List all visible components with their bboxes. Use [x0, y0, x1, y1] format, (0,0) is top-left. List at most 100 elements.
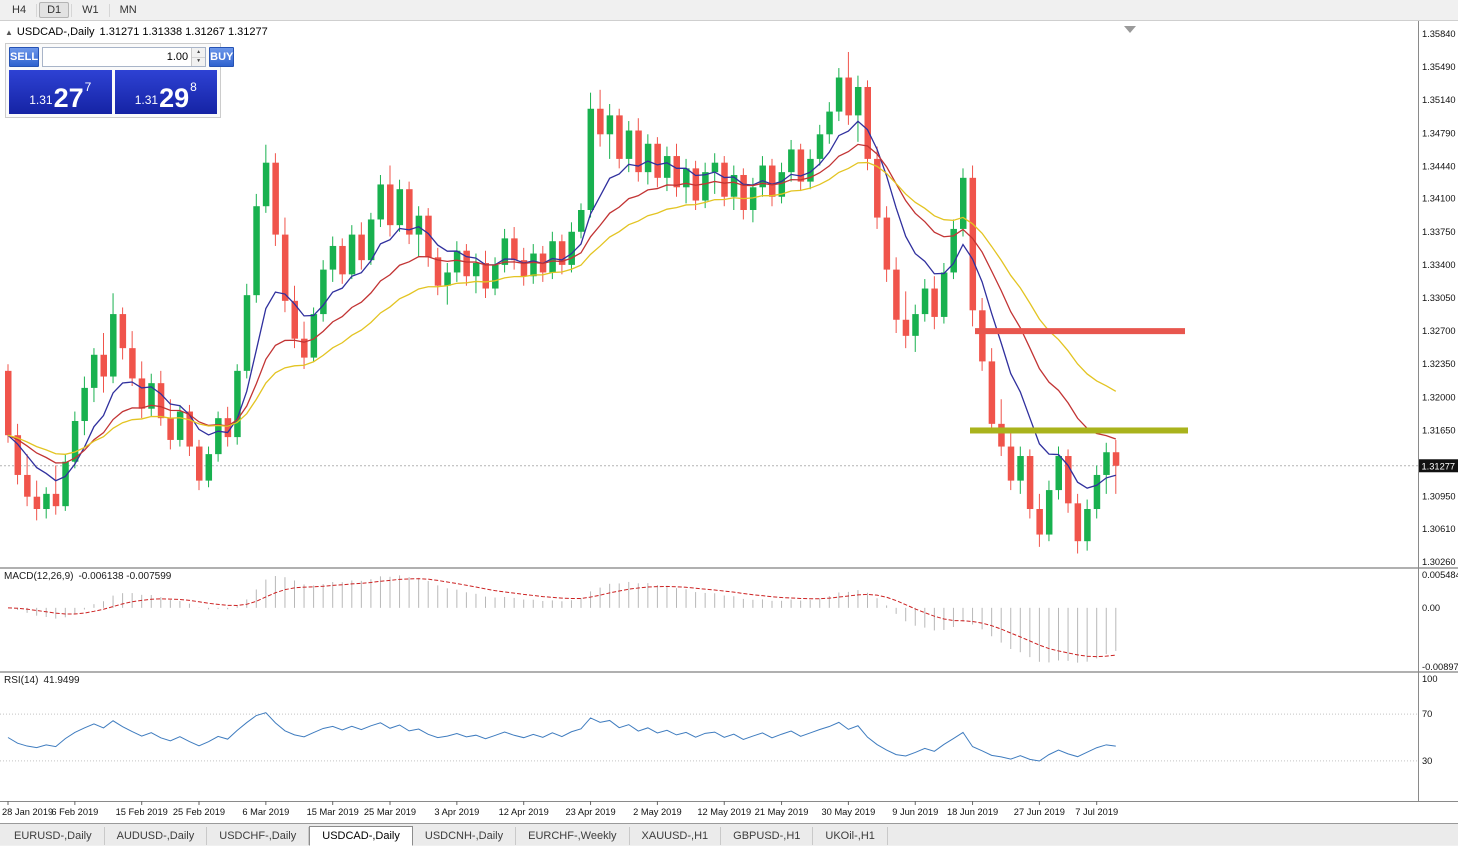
candle-body: [835, 77, 843, 112]
macd-indicator-label: MACD(12,26,9) -0.006138 -0.007599: [4, 571, 171, 582]
time-axis-label: 12 May 2019: [697, 807, 751, 817]
chart-tab-gbpusdh1[interactable]: GBPUSD-,H1: [721, 827, 814, 845]
candle-body: [186, 411, 193, 447]
chart-title: ▲ USDCAD-,Daily 1.31271 1.31338 1.31267 1.…: [5, 26, 273, 38]
volume-down-icon[interactable]: ▼: [192, 57, 206, 66]
buy-price-display[interactable]: 1.31 29 8: [114, 70, 217, 114]
price-axis-label: 1.34440: [1422, 161, 1456, 171]
candle-body: [749, 187, 757, 210]
macd-axis-label: 0.00: [1422, 603, 1440, 613]
chart-tab-usdcaddaily[interactable]: USDCAD-,Daily: [309, 826, 413, 846]
time-axis-label: 28 Jan 2019: [2, 807, 53, 817]
candle-body: [291, 300, 298, 339]
one-click-collapse-icon[interactable]: ▲: [5, 28, 13, 37]
buy-button[interactable]: BUY: [209, 47, 235, 67]
candle-body: [157, 383, 165, 419]
price-axis-label: 1.35840: [1422, 29, 1456, 39]
candle-body: [950, 228, 957, 273]
candle-body: [52, 493, 60, 507]
sell-button[interactable]: SELL: [9, 47, 40, 67]
price-axis-label: 1.32000: [1422, 392, 1456, 402]
chart-canvas[interactable]: 1.35840 1.35490 1.35140 1.34790 1.34440 1.341…: [0, 21, 1458, 823]
time-axis-label: 25 Mar 2019: [364, 807, 416, 817]
volume-up-icon[interactable]: ▲: [192, 48, 206, 58]
toolbar-separator: [36, 3, 38, 17]
candle-body: [81, 387, 88, 422]
chart-shift-marker[interactable]: [1124, 26, 1136, 33]
price-axis-label: 1.34100: [1422, 194, 1456, 204]
ma-line-28: [7, 161, 1117, 455]
timeframe-button-mn[interactable]: MN: [119, 4, 137, 16]
candle-body: [759, 165, 766, 188]
candle-body: [692, 168, 700, 201]
candle-body: [62, 461, 69, 507]
volume-input[interactable]: [43, 48, 192, 66]
candle-body: [387, 184, 394, 226]
price-axis-label: 1.30950: [1422, 492, 1456, 502]
chart-tab-usdcnhdaily[interactable]: USDCNH-,Daily: [413, 827, 517, 845]
candle-body: [215, 418, 222, 455]
toolbar-separator: [71, 3, 73, 17]
candle-body: [110, 314, 117, 377]
ma-line-17: [7, 143, 1117, 464]
timeframe-button-d1[interactable]: D1: [39, 2, 70, 18]
candle-body: [826, 111, 833, 135]
candle-body: [587, 108, 595, 210]
candle-body: [721, 162, 728, 197]
candle-body: [1065, 456, 1072, 504]
price-axis-label: 1.32350: [1422, 359, 1456, 369]
chart-tab-ukoilh1[interactable]: UKOil-,H1: [813, 827, 888, 845]
chart-tab-usdchfdaily[interactable]: USDCHF-,Daily: [207, 827, 310, 845]
buy-price-big: 29: [159, 83, 190, 113]
macd-values: -0.006138 -0.007599: [78, 571, 172, 582]
rsi-axis-label: 70: [1422, 709, 1432, 719]
timeframe-button-w1[interactable]: W1: [82, 4, 99, 16]
panel-splitter-rsi[interactable]: [0, 671, 1458, 673]
sell-price-display[interactable]: 1.31 27 7: [9, 70, 112, 114]
panel-splitter-macd[interactable]: [0, 567, 1458, 569]
candle-body: [119, 314, 127, 349]
candle-body: [367, 219, 375, 261]
resistance-line[interactable]: [975, 328, 1185, 335]
candle-body: [453, 250, 461, 273]
candle-body: [167, 418, 174, 440]
candle-body: [683, 168, 690, 188]
candle-body: [1007, 446, 1015, 481]
candle-body: [339, 245, 346, 275]
toolbar-separator: [108, 3, 110, 17]
macd-signal-line: [7, 578, 1116, 658]
chart-tabs-bar: EURUSD-,Daily AUDUSD-,Daily USDCHF-,Daily U…: [0, 823, 1458, 846]
candle-body: [874, 158, 881, 218]
time-axis-label: 23 Apr 2019: [565, 807, 615, 817]
candle-body: [558, 241, 566, 265]
chart-symbol: USDCAD-,Daily: [16, 26, 95, 38]
price-axis-label: 1.31650: [1422, 425, 1456, 435]
candle-body: [730, 174, 738, 197]
candle-body: [663, 156, 671, 178]
candle-body: [988, 361, 996, 424]
candle-body: [272, 162, 279, 235]
candle-body: [1017, 456, 1024, 481]
chart-tab-xauusdh1[interactable]: XAUUSD-,H1: [630, 827, 722, 845]
support-line[interactable]: [970, 427, 1188, 434]
chart-tab-eurusddaily[interactable]: EURUSD-,Daily: [2, 827, 105, 845]
sell-price-big: 27: [53, 83, 84, 113]
candle-body: [14, 435, 22, 475]
rsi-axis-label: 100: [1422, 674, 1438, 684]
candle-body: [224, 418, 232, 438]
candle-body: [625, 130, 633, 159]
candle-body: [654, 143, 661, 178]
time-axis-label: 27 Jun 2019: [1014, 807, 1065, 817]
timeframe-button-h4[interactable]: H4: [12, 4, 27, 16]
time-axis-label: 30 May 2019: [822, 807, 876, 817]
candle-body: [578, 210, 585, 232]
candle-body: [1036, 509, 1043, 535]
candle-body: [644, 143, 652, 173]
rsi-value: 41.9499: [43, 675, 80, 686]
chart-tab-audusddaily[interactable]: AUDUSD-,Daily: [105, 827, 208, 845]
chart-tab-eurchfweekly[interactable]: EURCHF-,Weekly: [516, 827, 630, 845]
candle-body: [262, 162, 270, 207]
candle-body: [921, 288, 929, 315]
candle-body: [1026, 456, 1034, 510]
